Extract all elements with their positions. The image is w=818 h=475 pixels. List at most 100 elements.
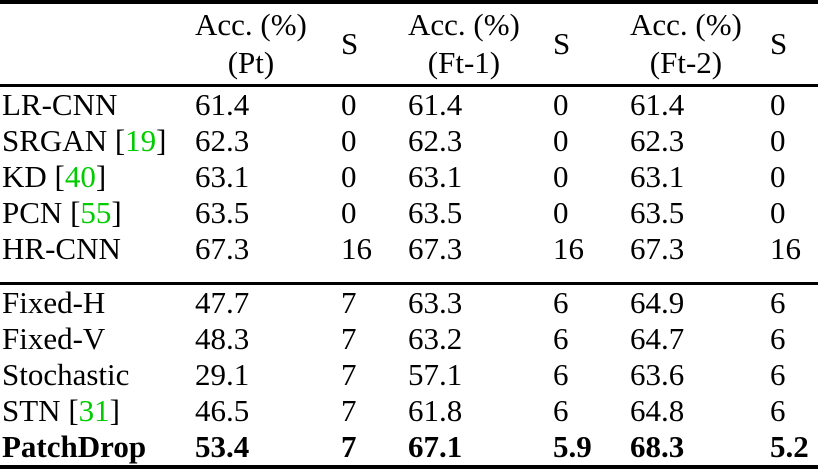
method-cell: KD [40] bbox=[2, 159, 107, 194]
acc-ft2-cell: 68.3 bbox=[630, 429, 685, 464]
acc-ft2-cell: 61.4 bbox=[630, 87, 685, 122]
acc-ft1-cell: 63.5 bbox=[408, 195, 463, 230]
s-pt-cell: 0 bbox=[341, 159, 357, 194]
method-cell: SRGAN [19] bbox=[2, 123, 167, 158]
s-ft2-cell: 0 bbox=[770, 195, 786, 230]
header-acc-pt-line2: (Pt) bbox=[227, 45, 275, 80]
acc-pt-cell: 61.4 bbox=[195, 87, 250, 122]
acc-pt-cell: 46.5 bbox=[195, 393, 250, 428]
method-cell: STN [31] bbox=[2, 393, 120, 428]
s-ft2-cell: 16 bbox=[770, 231, 801, 266]
table-row: PCN [55] 63.5 0 63.5 0 63.5 0 bbox=[0, 195, 818, 231]
table-row: Fixed-V 48.3 7 63.2 6 64.7 6 bbox=[0, 321, 818, 357]
s-pt-cell: 7 bbox=[341, 282, 408, 321]
s-ft1-cell: 6 bbox=[553, 393, 569, 428]
header-acc-ft1-line2: (Ft-1) bbox=[427, 45, 501, 80]
citation-link[interactable]: 19 bbox=[125, 123, 157, 158]
method-cell: Stochastic bbox=[2, 357, 130, 392]
acc-pt-cell: 63.5 bbox=[195, 195, 250, 230]
s-pt-cell: 0 bbox=[341, 123, 357, 158]
s-ft1-cell: 0 bbox=[553, 87, 569, 122]
acc-pt-cell: 53.4 bbox=[195, 429, 250, 464]
header-s-ft2: S bbox=[770, 2, 818, 87]
citation-link[interactable]: 40 bbox=[64, 159, 96, 194]
table-row: HR-CNN 67.3 16 67.3 16 67.3 16 bbox=[0, 231, 818, 284]
acc-ft1-cell: 62.3 bbox=[408, 123, 463, 158]
s-ft2-cell: 6 bbox=[770, 282, 818, 321]
method-cell: Fixed-H bbox=[0, 282, 195, 321]
table-row: Stochastic 29.1 7 57.1 6 63.6 6 bbox=[0, 357, 818, 393]
citation-link[interactable]: 31 bbox=[78, 393, 110, 428]
acc-ft1-cell: 61.4 bbox=[408, 87, 463, 122]
s-pt-cell: 7 bbox=[341, 321, 357, 356]
s-pt-cell: 0 bbox=[341, 87, 357, 122]
s-pt-cell: 16 bbox=[341, 231, 372, 266]
acc-ft1-cell: 67.1 bbox=[408, 429, 463, 464]
citation-link[interactable]: 55 bbox=[80, 195, 112, 230]
s-ft1-cell: 0 bbox=[553, 123, 569, 158]
acc-ft2-cell: 64.7 bbox=[630, 321, 685, 356]
s-pt-cell: 7 bbox=[341, 357, 357, 392]
table-row: STN [31] 46.5 7 61.8 6 64.8 6 bbox=[0, 393, 818, 429]
acc-pt-cell: 63.1 bbox=[195, 159, 250, 194]
s-ft2-cell: 0 bbox=[770, 87, 786, 122]
acc-ft2-cell: 64.9 bbox=[630, 282, 770, 321]
header-acc-ft2: Acc. (%) (Ft-2) bbox=[630, 2, 770, 87]
acc-ft1-cell: 61.8 bbox=[408, 393, 463, 428]
header-acc-ft2-line2: (Ft-2) bbox=[649, 45, 723, 80]
acc-ft2-cell: 63.6 bbox=[630, 357, 685, 392]
table-row: SRGAN [19] 62.3 0 62.3 0 62.3 0 bbox=[0, 123, 818, 159]
s-ft1-cell: 0 bbox=[553, 195, 569, 230]
acc-ft2-cell: 62.3 bbox=[630, 123, 685, 158]
method-cell: PCN [55] bbox=[2, 195, 122, 230]
s-pt-cell: 0 bbox=[341, 195, 357, 230]
header-row: Acc. (%) (Pt) S Acc. (%) (Ft-1) S Acc. (… bbox=[0, 2, 818, 87]
acc-ft1-cell: 63.2 bbox=[408, 321, 463, 356]
acc-ft1-cell: 67.3 bbox=[408, 231, 463, 266]
header-s-ft1: S bbox=[553, 2, 630, 87]
acc-ft2-cell: 64.8 bbox=[630, 393, 685, 428]
s-ft1-cell: 16 bbox=[553, 231, 584, 266]
acc-pt-cell: 29.1 bbox=[195, 357, 250, 392]
s-ft1-cell: 6 bbox=[553, 282, 630, 321]
header-acc-ft1: Acc. (%) (Ft-1) bbox=[408, 2, 553, 87]
acc-pt-cell: 62.3 bbox=[195, 123, 250, 158]
s-ft1-cell: 6 bbox=[553, 357, 569, 392]
header-acc-pt: Acc. (%) (Pt) bbox=[195, 2, 341, 87]
s-ft2-cell: 6 bbox=[770, 393, 786, 428]
header-acc-ft2-line1: Acc. (%) bbox=[630, 7, 742, 42]
s-pt-cell: 7 bbox=[341, 429, 357, 464]
s-ft2-cell: 0 bbox=[770, 159, 786, 194]
table-row: KD [40] 63.1 0 63.1 0 63.1 0 bbox=[0, 159, 818, 195]
method-cell: LR-CNN bbox=[2, 87, 118, 122]
acc-ft2-cell: 63.1 bbox=[630, 159, 685, 194]
acc-pt-cell: 48.3 bbox=[195, 321, 250, 356]
s-ft2-cell: 5.2 bbox=[770, 429, 809, 464]
s-ft2-cell: 6 bbox=[770, 321, 786, 356]
method-cell: HR-CNN bbox=[2, 231, 121, 266]
method-cell: PatchDrop bbox=[2, 429, 147, 464]
s-ft2-cell: 0 bbox=[770, 123, 786, 158]
acc-ft1-cell: 63.3 bbox=[408, 282, 553, 321]
s-ft1-cell: 5.9 bbox=[553, 429, 592, 464]
s-ft1-cell: 6 bbox=[553, 321, 569, 356]
s-ft1-cell: 0 bbox=[553, 159, 569, 194]
table-row: Fixed-H 47.7 7 63.3 6 64.9 6 bbox=[0, 282, 818, 321]
acc-ft1-cell: 57.1 bbox=[408, 357, 463, 392]
acc-ft2-cell: 63.5 bbox=[630, 195, 685, 230]
table-row: LR-CNN 61.4 0 61.4 0 61.4 0 bbox=[0, 86, 818, 124]
s-ft2-cell: 6 bbox=[770, 357, 786, 392]
s-pt-cell: 7 bbox=[341, 393, 357, 428]
method-cell: Fixed-V bbox=[2, 321, 106, 356]
header-acc-pt-line1: Acc. (%) bbox=[195, 7, 307, 42]
header-s-pt: S bbox=[341, 2, 408, 87]
acc-ft1-cell: 63.1 bbox=[408, 159, 463, 194]
acc-pt-cell: 67.3 bbox=[195, 231, 250, 266]
table-row-patchdrop: PatchDrop 53.4 7 67.1 5.9 68.3 5.2 bbox=[0, 429, 818, 467]
acc-pt-cell: 47.7 bbox=[195, 282, 341, 321]
header-method-blank bbox=[0, 2, 195, 87]
acc-ft2-cell: 67.3 bbox=[630, 231, 685, 266]
header-acc-ft1-line1: Acc. (%) bbox=[408, 7, 520, 42]
